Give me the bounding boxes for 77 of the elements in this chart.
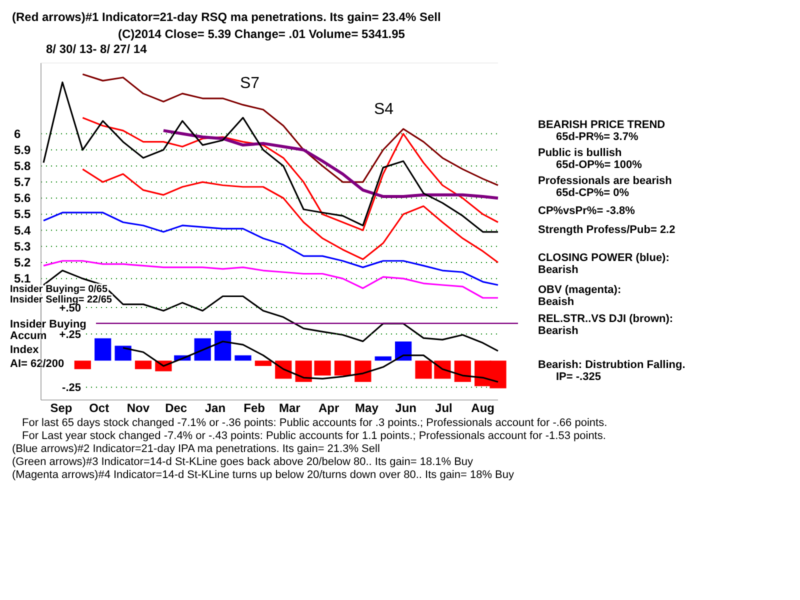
text: Professionals are bearish: [538, 175, 672, 187]
bar: [214, 330, 232, 361]
text: 65d-OP%= 100%: [556, 159, 642, 171]
y-tick-label: 5.6: [14, 191, 32, 206]
line-series: [82, 73, 499, 186]
y-tick-label: 5.7: [14, 175, 32, 190]
text: For Last year stock changed -7.4% or -.43 points: Public accounts for 1.1 points.; Professionals account for -1.53 points.: [22, 430, 606, 442]
y-tick-label: 5.2: [14, 255, 32, 270]
x-tick-label: May: [355, 401, 379, 415]
text: Index: [10, 344, 40, 356]
text: (Green arrows)#3 Indicator=14-d St-KLine goes back above 20/below 80.. Its gain= 18.1% Buy: [12, 456, 474, 468]
text: BEARISH PRICE TREND: [538, 119, 666, 131]
line-series: [162, 129, 500, 200]
y-tick-label: 5.8: [14, 158, 32, 173]
y-tick-label: 5.3: [14, 239, 32, 254]
chart-subtitle: 8/ 30/ 13- 8/ 27/ 14: [46, 42, 148, 56]
text: Bearish: [538, 264, 579, 276]
bar: [234, 355, 252, 361]
chart-title: (Red arrows)#1 Indicator=21-day RSQ ma penetrations. Its gain= 23.4% Sell: [12, 10, 441, 24]
text: (Magenta arrows)#4 Indicator=14-d St-KLine turns up below 20/turns down over 80.. Its gain= 18% Buy: [12, 469, 515, 481]
x-tick-label: Feb: [244, 401, 266, 415]
y-tick-label: 5.1: [14, 272, 32, 286]
x-tick-label: Jul: [435, 401, 452, 415]
text: Public is bullish: [538, 147, 622, 159]
x-tick-label: Aug: [471, 401, 495, 415]
y-tick-label: 6: [14, 126, 21, 141]
bar: [74, 360, 91, 370]
bar: [114, 346, 132, 361]
text: IP= -.325: [556, 371, 601, 383]
ref-line-label: Insider Buying: [10, 318, 86, 330]
text: 65d-CP%= 0%: [556, 187, 630, 199]
bar: [374, 356, 392, 361]
bar: [314, 360, 331, 376]
x-tick-label: Nov: [126, 401, 150, 415]
bar: [295, 360, 312, 382]
x-tick-label: Dec: [165, 401, 188, 415]
y-tick-label: 5.9: [14, 142, 32, 157]
bar: [134, 360, 152, 370]
y-tick-label: -.25: [62, 382, 81, 394]
text: Beaish: [538, 296, 574, 308]
y-tick-label: 5.4: [14, 223, 32, 238]
line-series: [82, 168, 499, 264]
text: Strength Profess/Pub= 2.2: [538, 224, 676, 236]
text: REL.STR..VS DJI (brown):: [538, 313, 674, 325]
text: CP%vsPr%= -3.8%: [538, 205, 636, 217]
x-tick-label: Jun: [395, 401, 417, 415]
text: 65d-PR%= 3.7%: [556, 131, 638, 143]
annotation: S7: [240, 75, 260, 92]
annotation: Accum: [10, 330, 47, 342]
text: CLOSING POWER (blue):: [538, 252, 670, 264]
bar: [94, 338, 112, 361]
text: Bearish: Distrubtion Falling.: [538, 359, 686, 371]
text: Bearish: [538, 325, 579, 337]
x-tick-label: Oct: [89, 401, 110, 415]
x-tick-label: Mar: [279, 401, 301, 415]
bar: [354, 360, 372, 382]
annotation: Insider Buying= 0/65: [10, 284, 108, 295]
annotation: S4: [374, 101, 394, 118]
text: (C)2014 Close= 5.39 Change= .01 Volume= 5341.95: [118, 27, 406, 41]
y-tick-label: 5.5: [14, 207, 32, 222]
bar: [334, 360, 352, 376]
text: (Blue arrows)#2 Indicator=21-day IPA ma penetrations. Its gain= 21.3% Sell: [12, 443, 380, 455]
line-series: [42, 212, 499, 286]
bar: [454, 360, 471, 382]
text: OBV (magenta):: [538, 284, 622, 296]
x-tick-label: Sep: [50, 401, 72, 415]
bar: [434, 360, 451, 379]
annotation: AI= 62/200: [10, 358, 64, 370]
y-tick-label: +.25: [59, 329, 81, 342]
x-tick-label: Jan: [204, 401, 226, 415]
bar: [194, 338, 211, 361]
x-tick-label: Apr: [318, 401, 340, 415]
line-series: [82, 116, 499, 232]
bar: [415, 360, 432, 379]
line-series: [122, 340, 499, 383]
bar: [254, 360, 272, 366]
text: For last 65 days stock changed -7.1% or -.36 points: Public accounts for .3 points.; Professionals account for -.66 points.: [22, 417, 608, 429]
